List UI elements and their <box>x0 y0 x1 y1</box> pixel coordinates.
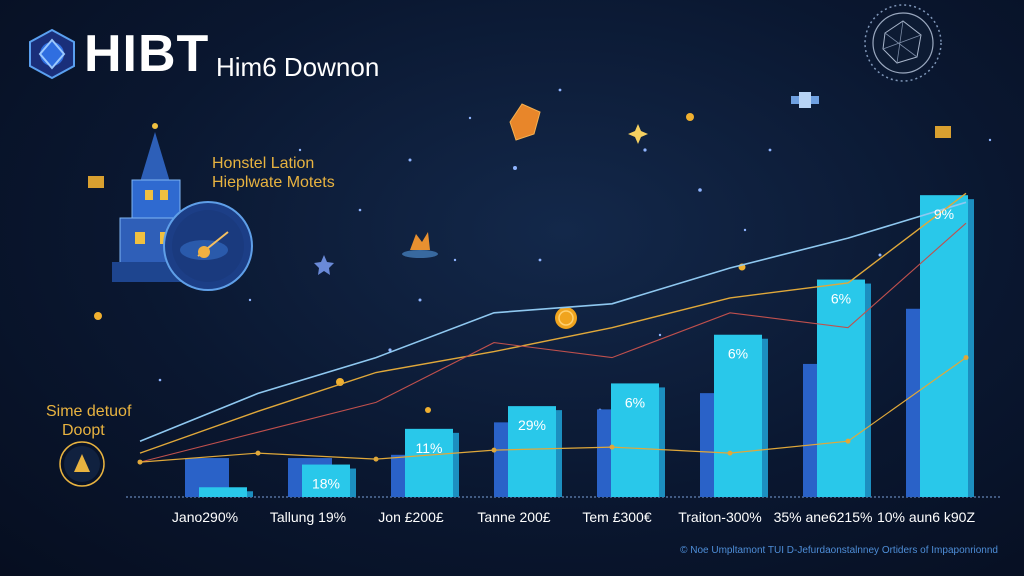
trend-point <box>727 450 733 456</box>
brand-name: HIBT <box>84 25 210 83</box>
front-bars <box>199 195 974 497</box>
front-bar-side <box>247 491 253 497</box>
category-labels: Jano290% Tallung 19% Jon £200£ Tanne 200£ Te… <box>172 509 976 525</box>
category-label: Tanne 200£ <box>477 509 550 525</box>
front-bar <box>405 428 453 497</box>
front-bar <box>817 279 865 497</box>
trend-line <box>139 192 967 454</box>
front-bar <box>302 464 350 497</box>
category-label: 35% ane6215% <box>774 509 873 525</box>
logo: HIBT <box>24 26 209 82</box>
annotation-left-line2: Doopt <box>62 422 105 439</box>
bar-value-label: 29% <box>518 417 546 433</box>
category-label: Tallung 19% <box>270 509 346 525</box>
sparkle-star-icon <box>628 124 648 144</box>
trend-point <box>963 355 969 361</box>
cube-icon <box>935 126 951 138</box>
trend-line <box>139 357 967 463</box>
front-bar <box>199 487 247 497</box>
hexagon-logo-icon <box>29 28 75 80</box>
front-bar <box>920 195 968 497</box>
globe-icon <box>163 201 253 291</box>
trend-point <box>137 459 143 465</box>
bar-value-label: 6% <box>728 346 748 362</box>
bar-value-label: 9% <box>934 206 954 222</box>
front-bar-side <box>556 410 562 497</box>
bar-value-label: 6% <box>625 394 645 410</box>
front-bar <box>508 406 556 497</box>
bar-value-label: 6% <box>831 291 851 307</box>
footer-credit: © Noe Umpltamont TUI D-Jefurdaonstalnney… <box>680 545 998 556</box>
bar-value-label: 11% <box>416 440 443 456</box>
category-label: Jon £200£ <box>378 509 444 525</box>
gem-icon <box>509 103 541 141</box>
front-bar <box>611 383 659 497</box>
compass-icon <box>864 4 942 82</box>
category-label: Traiton-300% <box>678 509 762 525</box>
trend-point <box>373 456 379 462</box>
trend-point <box>255 450 261 456</box>
bar-value-labels: 18% 11% 29% 6% 6% 6% 9% <box>312 206 954 491</box>
front-bar-side <box>453 432 459 497</box>
annotation-top: Honstel Lation Hieplwate Motets <box>212 154 335 192</box>
cube-icon <box>88 176 104 188</box>
front-bar-side <box>350 468 356 497</box>
category-label: Tem £300€ <box>582 509 651 525</box>
trend-point <box>845 438 851 444</box>
bar-value-label: 18% <box>312 476 340 492</box>
front-bar-side <box>865 283 871 497</box>
trend-line <box>139 222 967 463</box>
category-label: 10% aun6 k90Z <box>877 509 976 525</box>
trend-line <box>139 201 967 442</box>
annotation-left: Sime detuof Doopt <box>46 402 131 440</box>
annotation-top-line2: Hieplwate Motets <box>212 174 335 191</box>
fox-icon <box>402 232 438 258</box>
annotation-top-line1: Honstel Lation <box>212 155 315 172</box>
annotation-left-line1: Sime detuof <box>46 403 132 420</box>
star-icon <box>314 255 334 275</box>
bottom-compass-icon <box>59 441 105 487</box>
satellite-icon <box>791 92 819 108</box>
coin-icon <box>555 307 577 329</box>
trend-lines <box>137 192 969 465</box>
front-bar-side <box>968 199 974 497</box>
category-label: Jano290% <box>172 509 238 525</box>
front-bar <box>714 334 762 497</box>
page-subtitle: Him6 Downon <box>216 52 380 82</box>
front-bar-side <box>659 387 665 497</box>
trend-point <box>609 444 615 450</box>
trend-point <box>491 447 497 453</box>
front-bar-side <box>762 338 768 497</box>
